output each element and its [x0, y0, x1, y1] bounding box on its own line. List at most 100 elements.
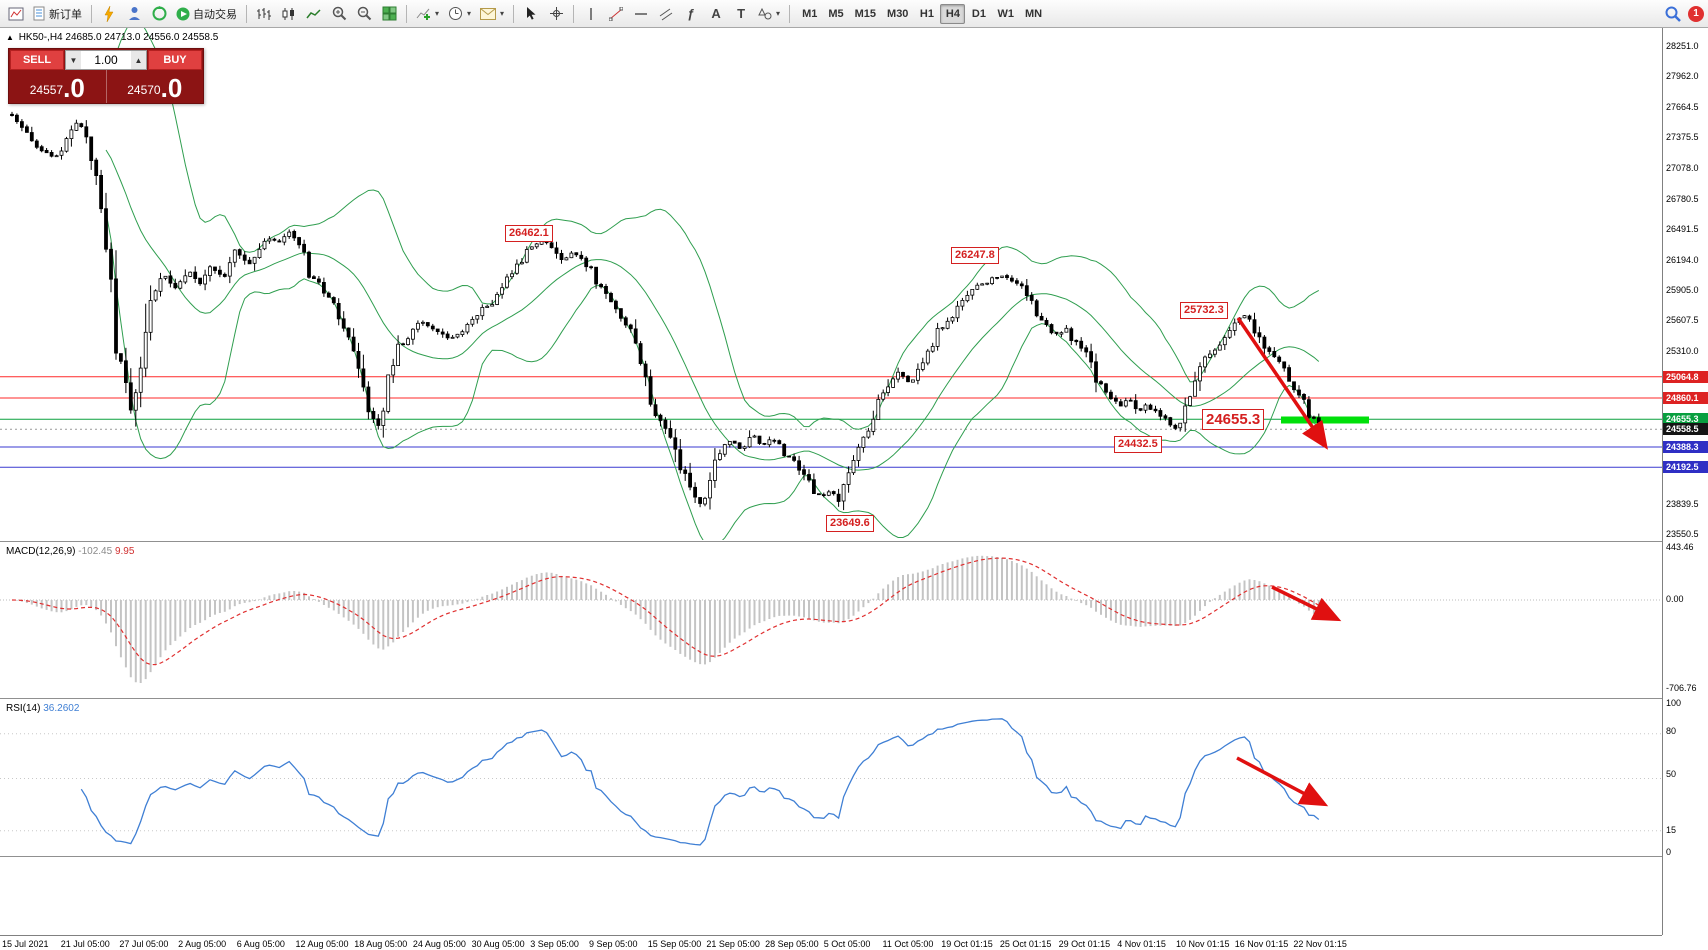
price-chart-pane[interactable]: ▲ HK50-,H4 24685.0 24713.0 24556.0 24558…	[0, 28, 1662, 540]
time-tick: 22 Nov 01:15	[1293, 939, 1347, 949]
timeframe-h1[interactable]: H1	[914, 4, 939, 24]
volume-increase-button[interactable]: ▲	[131, 51, 146, 69]
history-button[interactable]	[147, 3, 171, 25]
time-tick: 2 Aug 05:00	[178, 939, 227, 949]
timeframe-d1[interactable]: D1	[966, 4, 991, 24]
trade-panel-controls: SELL ▼ 1.00 ▲ BUY	[9, 49, 203, 70]
horizontal-line-button[interactable]	[629, 3, 653, 25]
axis-tick: 443.46	[1666, 542, 1694, 552]
buy-price[interactable]: 24570.0	[127, 73, 183, 103]
macd-pane[interactable]: MACD(12,26,9) -102.45 9.95	[0, 541, 1662, 697]
chevron-down-icon: ▾	[500, 9, 505, 18]
chart-text-label[interactable]: 23649.6	[826, 515, 874, 532]
chart-text-label[interactable]: 26462.1	[505, 225, 553, 242]
time-tick: 28 Sep 05:00	[765, 939, 819, 949]
timeframe-m30[interactable]: M30	[882, 4, 913, 24]
axis-tick: 0	[1666, 847, 1672, 857]
time-tick: 21 Sep 05:00	[706, 939, 760, 949]
candlestick-button[interactable]	[277, 3, 301, 25]
vertical-line-icon	[590, 7, 592, 20]
text-icon: A	[711, 6, 721, 21]
macd-chart[interactable]	[0, 542, 1662, 697]
price-tag-label: 25064.8	[1663, 370, 1708, 383]
indicators-button[interactable]: ▾	[412, 3, 443, 25]
time-tick: 30 Aug 05:00	[471, 939, 525, 949]
notifications-badge[interactable]: 1	[1688, 5, 1704, 22]
axis-tick: 26491.5	[1666, 223, 1699, 234]
new-order-button[interactable]: 新订单	[29, 3, 86, 25]
chevron-down-icon: ▾	[776, 9, 781, 18]
rsi-chart[interactable]	[0, 699, 1662, 857]
market-watch-icon	[128, 7, 140, 20]
buy-button[interactable]: BUY	[148, 50, 202, 70]
templates-button[interactable]: ▾	[476, 3, 508, 25]
time-axis[interactable]: 15 Jul 2021 21 Jul 05:00 27 Jul 05:00 2 Aug…	[0, 935, 1662, 950]
zoom-out-button[interactable]	[352, 3, 376, 25]
ohlc-bars-button[interactable]	[252, 3, 276, 25]
zoom-in-button[interactable]	[327, 3, 351, 25]
time-tick: 18 Aug 05:00	[354, 939, 408, 949]
chart-text-label[interactable]: 24432.5	[1114, 436, 1162, 453]
timeframe-w1[interactable]: W1	[992, 4, 1019, 24]
volume-stepper: ▼ 1.00 ▲	[65, 50, 147, 70]
axis-tick: 15	[1666, 825, 1677, 835]
auto-trading-icon	[176, 7, 190, 20]
one-click-button[interactable]	[97, 3, 121, 25]
shapes-button[interactable]: ▾	[754, 3, 784, 25]
trendline-button[interactable]	[604, 3, 628, 25]
timeframe-h4[interactable]: H4	[940, 3, 966, 24]
timeframe-m5[interactable]: M5	[823, 4, 848, 24]
text-button[interactable]: A	[704, 3, 728, 25]
ohlc-values: 24685.0 24713.0 24556.0 24558.5	[65, 32, 219, 43]
chart-ohlc-info: ▲ HK50-,H4 24685.0 24713.0 24556.0 24558…	[6, 32, 218, 43]
cursor-button[interactable]	[519, 3, 543, 25]
time-tick: 12 Aug 05:00	[295, 939, 349, 949]
periods-button[interactable]: ▾	[444, 3, 475, 25]
toolbar: 新订单 自动交易 ▾ ▾ ▾ ƒ A T ▾ M1 M5 M15 M30 H1 H4 D1 W…	[0, 0, 1708, 28]
chart-text-label[interactable]: 24655.3	[1202, 409, 1265, 430]
chart-text-label[interactable]: 26247.8	[951, 247, 999, 264]
auto-trading-button[interactable]: 自动交易	[172, 3, 241, 25]
chevron-down-icon: ▾	[435, 9, 440, 18]
vertical-line-button[interactable]	[579, 3, 603, 25]
time-tick: 4 Nov 01:15	[1117, 939, 1166, 949]
candlestick-chart[interactable]	[0, 28, 1662, 540]
crosshair-button[interactable]	[544, 3, 568, 25]
timeframe-mn[interactable]: MN	[1020, 4, 1047, 24]
time-tick: 11 Oct 05:00	[882, 939, 934, 949]
line-chart-button[interactable]	[302, 3, 326, 25]
axis-tick: 25905.0	[1666, 284, 1699, 295]
price-axis[interactable]: 28251.0 27962.0 27664.5 27375.5 27078.0 26780…	[1662, 28, 1708, 935]
auto-trading-label: 自动交易	[193, 8, 237, 21]
fibonacci-button[interactable]: ƒ	[679, 3, 703, 25]
volume-decrease-button[interactable]: ▼	[66, 51, 81, 69]
history-icon	[152, 6, 166, 21]
timeframe-m1[interactable]: M1	[797, 4, 822, 24]
tile-windows-icon	[382, 6, 396, 21]
sell-button[interactable]: SELL	[10, 50, 64, 70]
sell-price[interactable]: 24557.0	[9, 70, 107, 103]
axis-tick: 23839.5	[1666, 498, 1699, 509]
chart-text-label[interactable]: 25732.3	[1180, 302, 1228, 319]
zoom-out-icon	[357, 6, 371, 21]
axis-tick: 27078.0	[1666, 162, 1699, 173]
axis-tick: 27664.5	[1666, 101, 1699, 112]
search-button[interactable]	[1661, 3, 1685, 25]
time-tick: 5 Oct 05:00	[823, 939, 871, 949]
periods-icon	[449, 7, 463, 20]
time-tick: 19 Oct 01:15	[941, 939, 993, 949]
rsi-pane[interactable]: RSI(14) 36.2602	[0, 698, 1662, 857]
rsi-label: RSI(14) 36.2602	[6, 703, 80, 714]
tile-windows-button[interactable]	[377, 3, 401, 25]
chart-window-button[interactable]	[4, 3, 28, 25]
shapes-icon	[758, 7, 772, 19]
volume-input[interactable]: 1.00	[94, 53, 118, 67]
timeframe-m15[interactable]: M15	[850, 4, 881, 24]
axis-tick: 28251.0	[1666, 40, 1699, 51]
market-watch-button[interactable]	[122, 3, 146, 25]
label-button[interactable]: T	[729, 3, 753, 25]
axis-tick: -706.76	[1666, 683, 1697, 693]
time-tick: 21 Jul 05:00	[60, 939, 110, 949]
channel-button[interactable]	[654, 3, 678, 25]
price-tag-label: 24860.1	[1663, 392, 1708, 404]
